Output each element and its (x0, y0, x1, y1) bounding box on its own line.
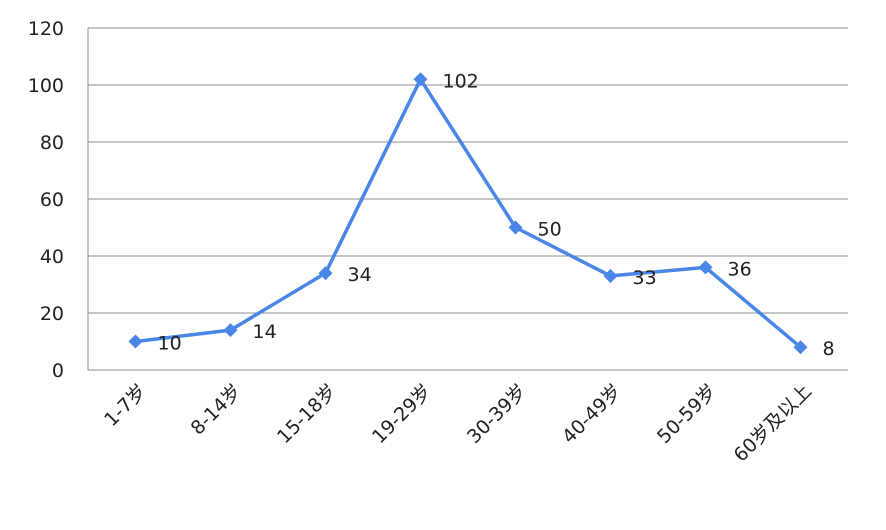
x-tick-label: 1-7岁 (100, 380, 151, 431)
x-tick-label: 50-59岁 (653, 380, 721, 448)
x-tick-label: 60岁及以上 (730, 380, 816, 466)
data-label: 10 (158, 333, 182, 355)
x-tick-label: 8-14岁 (187, 380, 246, 439)
x-tick-label: 15-18岁 (273, 380, 341, 448)
data-point-marker (318, 266, 333, 281)
data-label: 34 (348, 264, 372, 286)
y-tick-label: 40 (40, 246, 64, 268)
series-line (135, 77, 802, 349)
data-point-marker (698, 260, 713, 275)
y-tick-label: 120 (28, 18, 64, 40)
data-label: 33 (633, 267, 657, 289)
x-axis-ticks: 1-7岁 8-14岁 15-18岁 19-29岁 30-39岁 40-49岁 50-59岁 6… (100, 380, 816, 466)
data-point-marker (603, 268, 618, 283)
data-point-marker (413, 72, 428, 87)
data-labels: 10 14 34 102 50 33 36 8 (158, 70, 835, 360)
data-point-marker (793, 340, 808, 355)
data-label: 8 (823, 338, 835, 360)
data-label: 50 (538, 219, 562, 241)
gridlines (87, 27, 848, 371)
x-tick-label: 19-29岁 (368, 380, 436, 448)
data-point-marker (128, 334, 143, 349)
x-tick-label: 40-49岁 (558, 380, 626, 448)
data-label: 36 (728, 258, 752, 280)
y-axis-ticks: 0 20 40 60 80 100 120 (28, 18, 64, 382)
y-tick-label: 100 (28, 75, 64, 97)
series-polyline (135, 77, 802, 349)
data-point-marker (508, 220, 523, 235)
series-markers (128, 72, 808, 355)
data-point-marker (223, 323, 238, 338)
y-tick-label: 80 (40, 132, 64, 154)
y-tick-label: 60 (40, 189, 64, 211)
data-label: 14 (253, 321, 277, 343)
y-tick-label: 0 (52, 360, 64, 382)
x-tick-label: 30-39岁 (463, 380, 531, 448)
data-label: 102 (443, 70, 479, 92)
y-tick-label: 20 (40, 303, 64, 325)
